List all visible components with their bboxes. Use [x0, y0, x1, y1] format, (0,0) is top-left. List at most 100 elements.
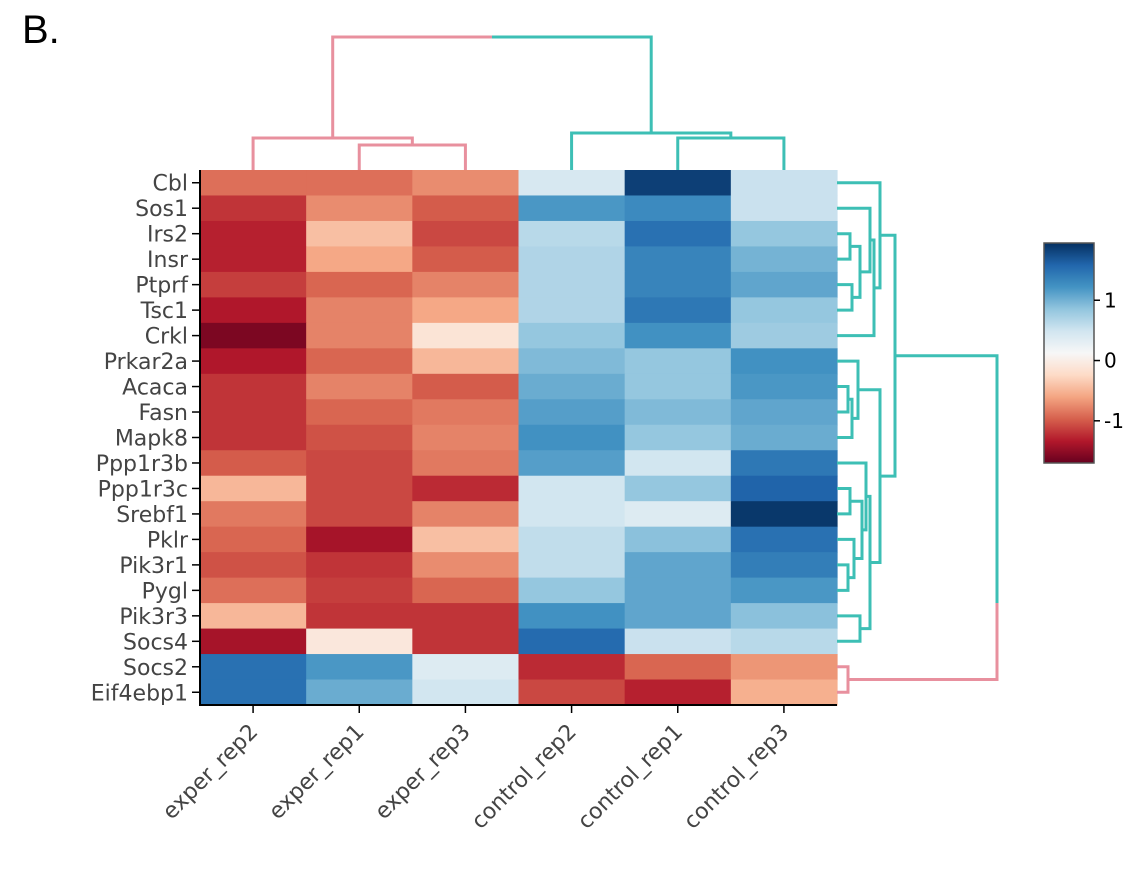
heatmap-cell	[730, 220, 838, 248]
heatmap-cell	[306, 322, 413, 349]
heatmap-cell	[200, 679, 307, 706]
heatmap-cell	[200, 654, 307, 681]
dendrogram-branch	[837, 665, 850, 694]
heatmap-cell	[730, 628, 838, 655]
heatmap-cell	[412, 628, 520, 655]
heatmap-cell	[730, 450, 838, 477]
heatmap-cell	[200, 399, 307, 426]
heatmap-cell	[518, 170, 626, 197]
panel-label: B.	[22, 8, 60, 52]
heatmap-cell	[730, 322, 838, 349]
dendrogram-branch	[837, 283, 854, 312]
heatmap-cell	[730, 577, 838, 604]
heatmap-cell	[624, 170, 732, 197]
row-label: Ptprf	[135, 274, 189, 299]
heatmap-cell	[412, 526, 520, 553]
column-labels: exper_rep2 exper_rep1 exper_rep3control_re…	[158, 705, 794, 834]
heatmap-cell	[412, 399, 520, 426]
dendrogram-branch	[251, 136, 414, 170]
row-label: Pik3r1	[119, 554, 188, 579]
column-label: control_rep3	[679, 720, 794, 835]
dendrogram-branch	[837, 563, 850, 592]
dendrogram-branch	[837, 486, 852, 516]
heatmap-cell	[518, 246, 626, 273]
row-label: Acaca	[122, 376, 188, 401]
column-dendrogram	[251, 35, 786, 170]
heatmap-cell	[624, 679, 732, 706]
heatmap-cell	[518, 450, 626, 477]
heatmap-cell	[624, 195, 732, 222]
heatmap-cell	[412, 220, 520, 248]
heatmap-cell	[624, 654, 732, 681]
row-label: Sos1	[135, 197, 188, 222]
heatmap-cell	[306, 373, 413, 400]
heatmap-cell	[306, 679, 413, 706]
heatmap-cell	[518, 552, 626, 579]
heatmap-cell	[200, 577, 307, 604]
heatmap-cell	[306, 297, 413, 324]
heatmap-cell	[200, 424, 307, 451]
heatmap-cell	[518, 220, 626, 248]
heatmap-cell	[200, 526, 307, 553]
colorbar-tick-label: 0	[1104, 349, 1117, 373]
heatmap-cell	[200, 475, 307, 502]
heatmap-cell	[624, 220, 732, 248]
heatmap-cell	[518, 348, 626, 375]
row-labels: CblSos1Irs2InsrPtprfTsc1CrklPrkar2aAcaca…	[91, 172, 200, 706]
dendrogram-branch	[357, 143, 467, 170]
heatmap-cell	[730, 501, 838, 528]
heatmap-cell	[200, 246, 307, 273]
dendrogram-branch	[837, 537, 856, 580]
heatmap-cell	[200, 220, 307, 248]
heatmap-cell	[518, 373, 626, 400]
colorbar-tick-label: 1	[1104, 288, 1117, 312]
heatmap-cell	[200, 552, 307, 579]
heatmap-cell	[730, 348, 838, 375]
dendrogram-branch	[880, 233, 897, 478]
heatmap-cell	[518, 501, 626, 528]
row-label: Prkar2a	[104, 350, 188, 375]
heatmap-cell	[412, 552, 520, 579]
heatmap-cell	[412, 322, 520, 349]
heatmap-cell	[624, 322, 732, 349]
heatmap-cell	[412, 170, 520, 197]
heatmap-cell	[200, 501, 307, 528]
dendrogram-branch	[491, 35, 653, 133]
row-label: Socs4	[123, 630, 188, 655]
row-label: Eif4ebp1	[91, 681, 188, 706]
heatmap-cell	[306, 170, 413, 197]
row-label: Irs2	[147, 223, 188, 248]
heatmap-cell	[624, 526, 732, 553]
heatmap-cell	[518, 603, 626, 630]
heatmap-cell	[200, 322, 307, 349]
row-label: Insr	[147, 248, 189, 273]
heatmap-cell	[412, 348, 520, 375]
heatmap-cell	[518, 271, 626, 298]
heatmap-cell	[306, 501, 413, 528]
heatmap-cell	[624, 475, 732, 502]
heatmap-cell	[412, 424, 520, 451]
heatmap-cell	[730, 399, 838, 426]
heatmap-cell	[412, 577, 520, 604]
row-label: Cbl	[153, 172, 188, 197]
row-label: Pklr	[147, 528, 189, 553]
heatmap-cell	[200, 195, 307, 222]
dendrogram-branch	[895, 354, 999, 603]
colorbar: 1 0 -1	[1043, 242, 1124, 464]
dendrogram-branch	[331, 35, 492, 138]
heatmap-cell	[306, 195, 413, 222]
heatmap-cell	[306, 348, 413, 375]
dendrogram-branch	[848, 603, 999, 682]
row-label: Pygl	[142, 579, 188, 604]
heatmap-cell	[412, 373, 520, 400]
heatmap-cell	[518, 654, 626, 681]
column-label: exper_rep2	[158, 720, 263, 825]
heatmap-cell	[624, 501, 732, 528]
heatmap-cell	[306, 399, 413, 426]
heatmap-cell	[624, 246, 732, 273]
heatmap-cell	[730, 654, 838, 681]
dendrogram-branch	[837, 614, 862, 643]
row-label: Srebf1	[116, 503, 188, 528]
heatmap-cell	[518, 399, 626, 426]
heatmap-cell	[730, 297, 838, 324]
